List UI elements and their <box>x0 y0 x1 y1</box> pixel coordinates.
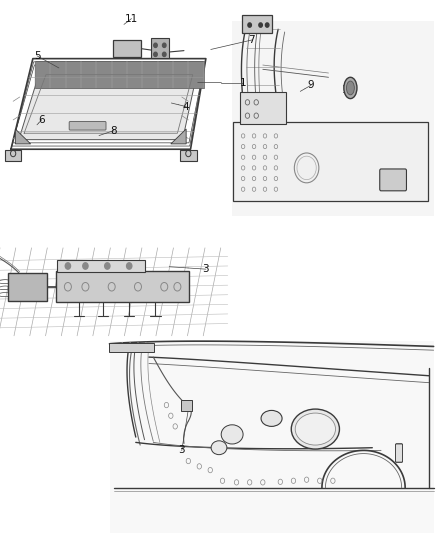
Ellipse shape <box>295 413 336 445</box>
Text: 7: 7 <box>248 35 255 45</box>
FancyBboxPatch shape <box>5 150 21 161</box>
FancyBboxPatch shape <box>240 92 286 124</box>
Text: 4: 4 <box>183 102 190 111</box>
Text: 3: 3 <box>178 446 185 455</box>
Text: 11: 11 <box>125 14 138 23</box>
Circle shape <box>65 263 71 269</box>
Circle shape <box>248 23 251 27</box>
Polygon shape <box>15 129 31 144</box>
Text: 6: 6 <box>38 115 45 125</box>
Circle shape <box>162 52 166 56</box>
Circle shape <box>127 263 132 269</box>
Text: 3: 3 <box>202 264 209 274</box>
FancyBboxPatch shape <box>57 260 145 272</box>
Circle shape <box>259 23 262 27</box>
FancyBboxPatch shape <box>396 444 403 462</box>
Circle shape <box>105 263 110 269</box>
FancyBboxPatch shape <box>232 21 434 216</box>
FancyBboxPatch shape <box>113 40 141 57</box>
Ellipse shape <box>344 77 357 99</box>
Ellipse shape <box>211 441 227 455</box>
Ellipse shape <box>221 425 243 444</box>
Text: 1: 1 <box>240 78 247 87</box>
FancyBboxPatch shape <box>56 271 189 302</box>
FancyBboxPatch shape <box>396 444 403 462</box>
Ellipse shape <box>291 409 339 449</box>
Ellipse shape <box>261 410 282 426</box>
Polygon shape <box>171 129 186 144</box>
FancyBboxPatch shape <box>181 400 192 411</box>
Text: 9: 9 <box>307 80 314 90</box>
Text: 5: 5 <box>34 51 41 61</box>
Text: 10: 10 <box>342 85 355 94</box>
FancyBboxPatch shape <box>380 169 406 191</box>
FancyBboxPatch shape <box>151 38 169 58</box>
Polygon shape <box>35 61 204 88</box>
Polygon shape <box>19 68 198 140</box>
Circle shape <box>83 263 88 269</box>
Circle shape <box>154 43 157 47</box>
FancyBboxPatch shape <box>242 15 272 33</box>
Circle shape <box>162 43 166 47</box>
Circle shape <box>265 23 269 27</box>
Text: 8: 8 <box>110 126 117 135</box>
Ellipse shape <box>346 81 354 95</box>
FancyBboxPatch shape <box>396 444 403 462</box>
FancyBboxPatch shape <box>109 343 154 352</box>
FancyBboxPatch shape <box>180 150 197 161</box>
Circle shape <box>154 52 157 56</box>
FancyBboxPatch shape <box>110 341 434 533</box>
FancyBboxPatch shape <box>69 122 106 130</box>
FancyBboxPatch shape <box>233 122 428 201</box>
FancyBboxPatch shape <box>8 273 47 301</box>
